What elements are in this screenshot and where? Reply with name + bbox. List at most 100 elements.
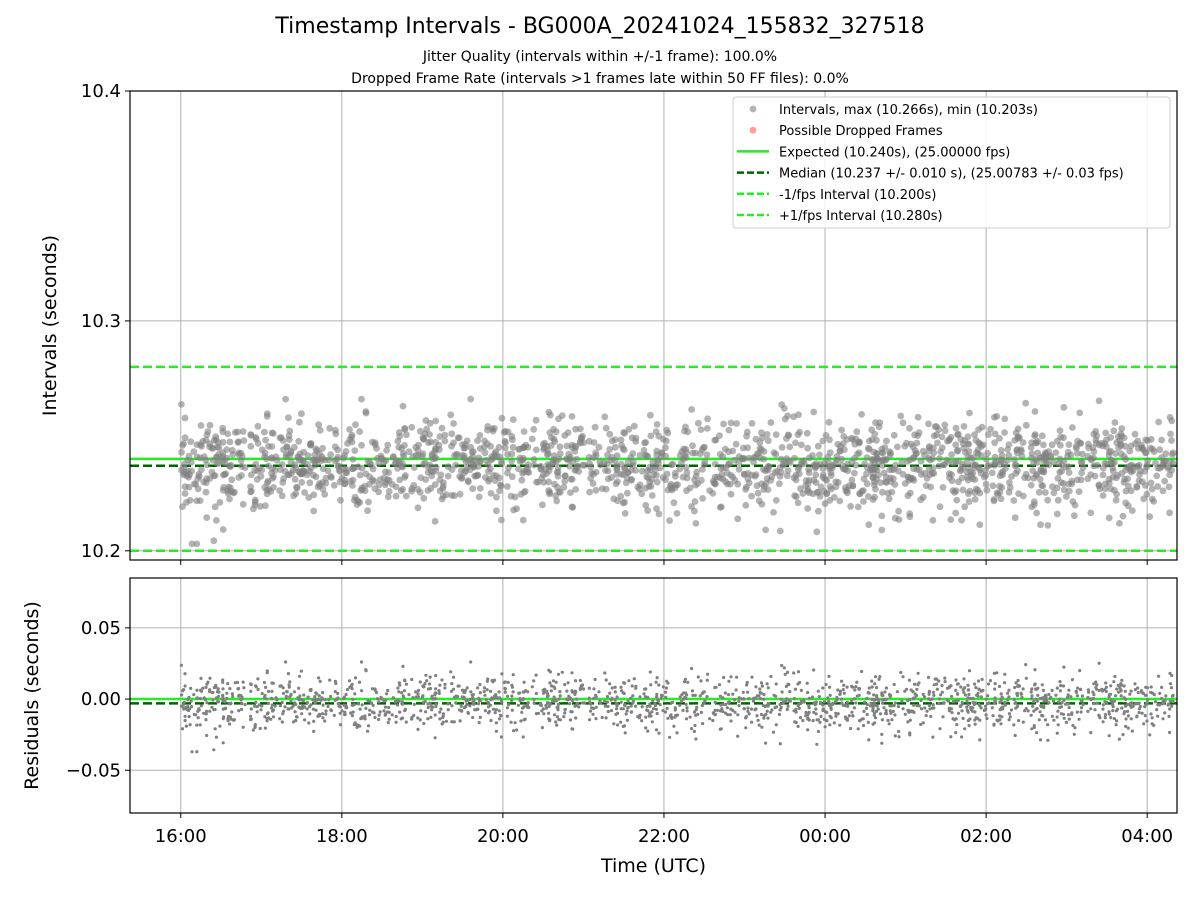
residual-point xyxy=(959,685,963,689)
residual-point xyxy=(1056,709,1060,713)
interval-point xyxy=(971,489,979,497)
residual-point xyxy=(871,708,875,713)
residual-point xyxy=(818,700,823,705)
residual-point xyxy=(556,702,560,707)
residual-point xyxy=(684,702,688,707)
interval-point xyxy=(586,488,593,496)
residual-point xyxy=(478,699,482,703)
residual-point xyxy=(786,670,790,675)
residual-point xyxy=(1040,696,1044,700)
interval-point xyxy=(952,509,960,517)
interval-point xyxy=(865,521,873,529)
residual-point xyxy=(649,683,653,687)
interval-point xyxy=(767,419,775,426)
residual-point xyxy=(974,686,978,690)
residual-point xyxy=(575,697,579,701)
interval-point xyxy=(307,441,315,448)
residual-point xyxy=(744,726,748,730)
residual-point xyxy=(486,701,490,705)
interval-point xyxy=(743,483,750,491)
residual-point xyxy=(179,663,183,667)
interval-point xyxy=(906,424,913,432)
interval-point xyxy=(858,411,865,418)
interval-point xyxy=(219,428,227,436)
residual-point xyxy=(196,716,200,720)
residual-point xyxy=(935,687,940,691)
residual-point xyxy=(433,713,437,717)
residual-point xyxy=(919,698,923,703)
interval-point xyxy=(188,540,196,548)
residual-point xyxy=(788,690,792,694)
residual-point xyxy=(758,697,763,701)
residual-point xyxy=(565,689,569,693)
interval-point xyxy=(1087,509,1095,517)
residual-point xyxy=(733,698,737,702)
interval-point xyxy=(878,449,886,456)
interval-point xyxy=(464,457,472,465)
interval-point xyxy=(292,490,300,497)
residual-point xyxy=(679,699,684,704)
interval-point xyxy=(979,441,987,449)
residual-point xyxy=(937,701,941,706)
interval-point xyxy=(725,448,732,456)
residual-point xyxy=(806,712,810,717)
interval-point xyxy=(307,464,315,472)
interval-point xyxy=(1122,456,1130,463)
residual-point xyxy=(458,719,462,723)
residual-point xyxy=(452,675,456,679)
residual-point xyxy=(394,714,398,719)
residual-point xyxy=(494,721,498,725)
residual-point xyxy=(816,689,820,693)
residual-point xyxy=(321,691,325,695)
residual-point xyxy=(573,692,577,697)
residual-point xyxy=(407,693,411,697)
interval-point xyxy=(777,455,785,463)
residual-point xyxy=(819,714,823,719)
interval-point xyxy=(498,414,506,422)
residual-point xyxy=(317,694,321,698)
interval-point xyxy=(630,422,638,430)
interval-point xyxy=(819,465,827,472)
residual-point xyxy=(459,704,463,708)
residual-point xyxy=(683,677,688,681)
interval-point xyxy=(528,435,536,443)
residual-point xyxy=(1003,703,1008,707)
residual-point xyxy=(640,705,644,709)
interval-point xyxy=(832,459,839,467)
residual-point xyxy=(438,710,442,714)
interval-point xyxy=(727,419,735,427)
residual-point xyxy=(286,672,290,676)
residual-point xyxy=(817,695,822,699)
residual-point xyxy=(1032,709,1036,713)
interval-point xyxy=(1069,424,1076,431)
residual-point xyxy=(1013,733,1017,738)
interval-point xyxy=(545,467,553,475)
residuals-y-tick-label: −0.05 xyxy=(66,760,121,781)
residual-point xyxy=(840,701,844,705)
interval-point xyxy=(410,464,418,471)
interval-point xyxy=(330,481,338,489)
interval-point xyxy=(1128,461,1135,469)
interval-point xyxy=(1164,465,1172,472)
residual-point xyxy=(426,702,430,706)
residual-point xyxy=(1069,695,1073,699)
residual-point xyxy=(1079,710,1083,714)
residual-point xyxy=(297,674,301,678)
interval-point xyxy=(1148,485,1156,493)
residual-point xyxy=(769,710,773,714)
interval-point xyxy=(904,473,912,481)
interval-point xyxy=(1031,432,1038,440)
residual-point xyxy=(1016,684,1020,689)
interval-point xyxy=(247,487,255,495)
interval-point xyxy=(595,443,603,451)
residual-point xyxy=(259,708,263,712)
interval-point xyxy=(653,421,661,428)
interval-point xyxy=(982,455,990,463)
residual-point xyxy=(971,696,975,701)
residual-point xyxy=(821,703,825,707)
residual-point xyxy=(619,720,623,724)
residual-point xyxy=(1168,730,1172,735)
interval-point xyxy=(952,441,960,449)
residual-point xyxy=(867,738,871,742)
residual-point xyxy=(685,706,689,710)
